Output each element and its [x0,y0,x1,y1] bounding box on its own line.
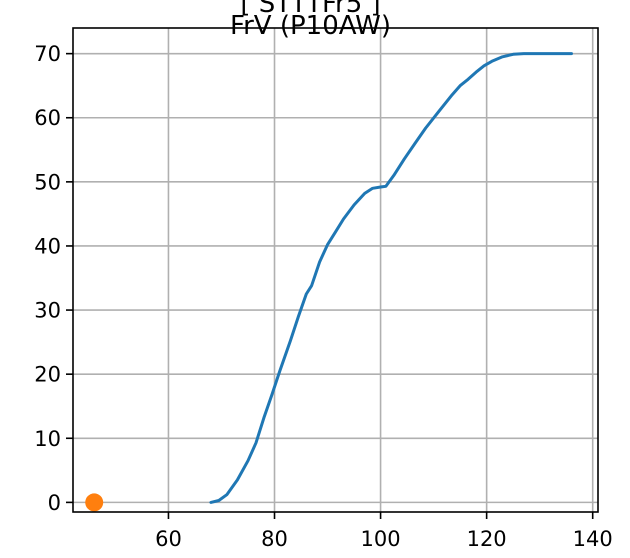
y-tick-label: 10 [34,427,61,451]
y-tick-label: 30 [34,299,61,323]
chart-title: FrV (P10AW) [230,11,391,41]
x-tick-label: 80 [261,527,288,551]
series-layer [85,52,573,512]
y-tick-label: 0 [48,491,61,515]
y-tick-label: 50 [34,170,61,194]
y-tick-label: 60 [34,106,61,130]
x-tick-label: 140 [573,527,613,551]
y-tick-label: 40 [34,234,61,258]
chart-title-above: [ STTTFr5 ] [240,0,380,19]
y-tick-label: 70 [34,42,61,66]
axis-ticks: 60 80 100 120 140 0 10 20 30 40 50 60 70 [34,42,612,551]
plot-frame [72,27,599,513]
scatter-point [85,493,104,512]
y-tick-label: 20 [34,363,61,387]
series-line [209,52,573,504]
grid-lines [73,28,598,512]
x-tick-label: 120 [467,527,507,551]
x-tick-label: 100 [361,527,401,551]
x-tick-label: 60 [155,527,182,551]
